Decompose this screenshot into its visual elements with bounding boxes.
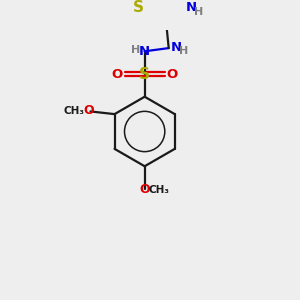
Text: S: S xyxy=(139,67,150,82)
Text: O: O xyxy=(112,68,123,80)
Text: N: N xyxy=(170,41,182,54)
Text: O: O xyxy=(167,68,178,80)
Text: CH₃: CH₃ xyxy=(148,185,169,195)
Text: S: S xyxy=(133,0,144,15)
Text: H: H xyxy=(194,7,203,17)
Text: H: H xyxy=(179,46,188,56)
Text: N: N xyxy=(139,45,150,58)
Text: O: O xyxy=(84,104,94,117)
Text: H: H xyxy=(131,45,140,55)
Text: CH₃: CH₃ xyxy=(63,106,84,116)
Text: O: O xyxy=(139,183,150,196)
Text: N: N xyxy=(186,2,197,14)
